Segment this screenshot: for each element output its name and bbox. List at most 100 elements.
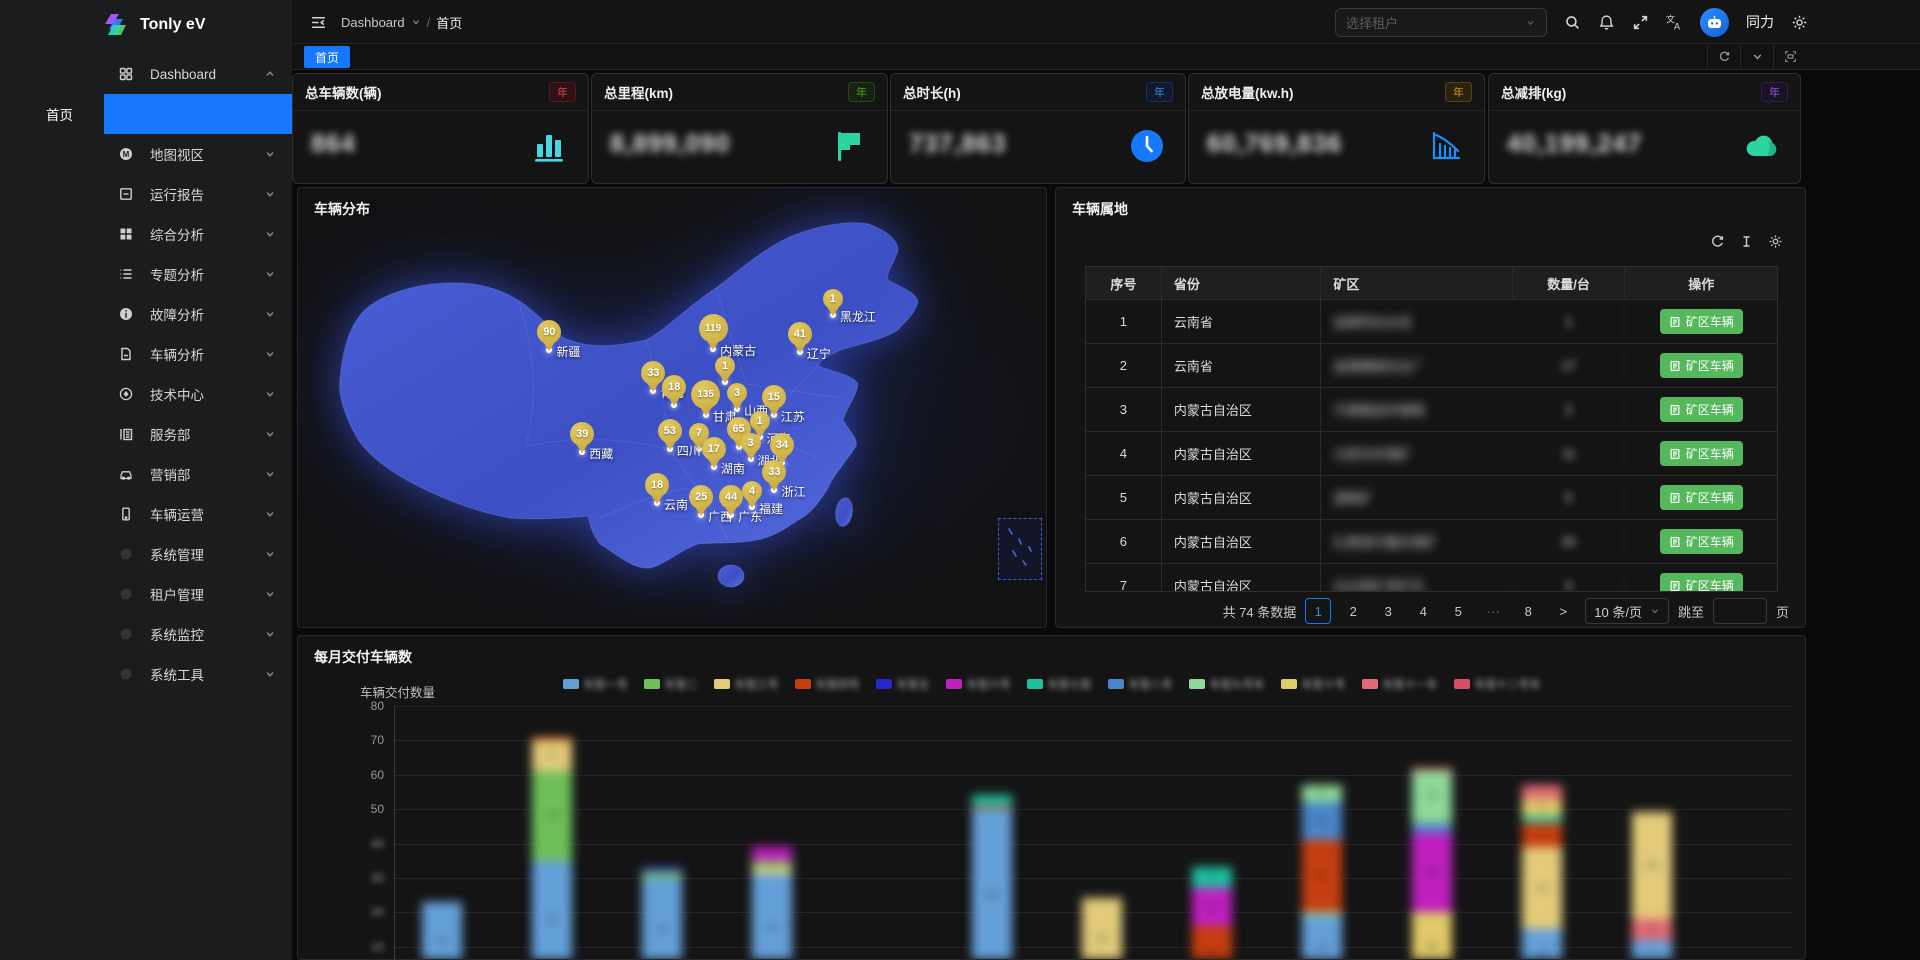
- legend-item[interactable]: 车型十一车: [1361, 676, 1438, 692]
- sidebar-item-车辆运营[interactable]: 车辆运营: [0, 494, 292, 534]
- legend-item[interactable]: 车型三号: [713, 676, 779, 692]
- legend-item[interactable]: 车型十号: [1280, 676, 1346, 692]
- kpi-title: 总车辆数(辆): [305, 86, 382, 101]
- sidebar-item-label: 系统管理: [150, 548, 204, 563]
- mine-vehicles-button[interactable]: 矿区车辆: [1659, 441, 1743, 466]
- legend-item[interactable]: 车型四号: [794, 676, 860, 692]
- legend-item[interactable]: 车型六号: [945, 676, 1011, 692]
- column-header: 序号: [1086, 267, 1162, 299]
- jump-page-input[interactable]: [1712, 598, 1767, 624]
- tenant-select[interactable]: 选择租户: [1335, 7, 1547, 37]
- sidebar-item-地图视区[interactable]: M 地图视区: [0, 134, 292, 174]
- sidebar-item-系统工具[interactable]: 系统工具: [0, 654, 292, 694]
- sidebar-item-综合分析[interactable]: 综合分析: [0, 214, 292, 254]
- legend-swatch: [1361, 679, 1378, 689]
- notification-bell-icon[interactable]: [1598, 14, 1615, 31]
- sidebar-item-首页[interactable]: 首页: [0, 94, 292, 134]
- pin-tail: [746, 498, 759, 508]
- gridline: [394, 740, 1791, 742]
- pin-tail: [768, 481, 781, 491]
- fullscreen-icon[interactable]: [1632, 14, 1649, 31]
- legend-item[interactable]: 车型八号: [1107, 676, 1173, 692]
- bar-segment: [642, 870, 682, 878]
- bar-segment: [1302, 912, 1342, 916]
- sidebar-item-技术中心[interactable]: 技术中心: [0, 374, 292, 414]
- column-height-icon[interactable]: [1739, 234, 1754, 249]
- sidebar-item-营销部[interactable]: 营销部: [0, 454, 292, 494]
- search-icon[interactable]: [1564, 14, 1581, 31]
- pin-tail: [576, 443, 589, 453]
- bar-segment: [532, 736, 572, 741]
- page-button-5[interactable]: 5: [1454, 603, 1462, 619]
- tab-refresh-icon[interactable]: [1707, 44, 1740, 69]
- gridline: [394, 878, 1791, 879]
- sidebar-item-故障分析[interactable]: 故障分析: [0, 294, 292, 334]
- cell-quantity-blurred: 2: [1513, 388, 1626, 431]
- bar-segment: 7: [1522, 822, 1562, 847]
- pin-province-label: 黑龙江: [839, 310, 876, 325]
- legend-item[interactable]: 车型七型: [1026, 676, 1092, 692]
- dim-icon: [118, 586, 134, 602]
- tab-options-chevron-icon[interactable]: [1740, 44, 1773, 69]
- sidebar-item-租户管理[interactable]: 租户管理: [0, 574, 292, 614]
- mine-vehicles-button[interactable]: 矿区车辆: [1659, 573, 1743, 591]
- tab-fullscreen-icon[interactable]: [1773, 44, 1806, 69]
- bar-segment: 11: [1192, 888, 1232, 926]
- tab-home[interactable]: 首页: [304, 46, 351, 68]
- legend-label-blurred: 车型五: [896, 679, 930, 691]
- page-button-4[interactable]: 4: [1419, 603, 1427, 619]
- kpi-title: 总减排(kg): [1501, 86, 1567, 101]
- sidebar-item-label: 首页: [46, 108, 73, 123]
- legend-item[interactable]: 车型二: [643, 676, 698, 692]
- sidebar-item-车辆分析[interactable]: 车辆分析: [0, 334, 292, 374]
- sidebar-item-label: 车辆运营: [150, 508, 204, 523]
- bar-segment: [1522, 815, 1562, 823]
- sidebar-item-Dashboard[interactable]: Dashboard: [0, 54, 292, 94]
- chevron-down-icon: [264, 468, 276, 480]
- sidebar-item-运行报告[interactable]: 运行报告: [0, 174, 292, 214]
- legend-label-blurred: 车型十号: [1301, 679, 1346, 691]
- logo: Tonly eV: [0, 0, 292, 48]
- user-avatar[interactable]: [1700, 7, 1729, 37]
- page-size-select[interactable]: 10 条/页: [1585, 598, 1669, 624]
- breadcrumb-root[interactable]: Dashboard: [341, 14, 405, 30]
- page-button-3[interactable]: 3: [1384, 603, 1392, 619]
- username-label[interactable]: 同力: [1746, 14, 1774, 30]
- legend-item[interactable]: 车型十二号车: [1453, 676, 1541, 692]
- sidebar-item-专题分析[interactable]: 专题分析: [0, 254, 292, 294]
- legend-item[interactable]: 车型九号车: [1188, 676, 1265, 692]
- bar-segment: 50: [972, 809, 1012, 959]
- legend-item[interactable]: 车型一号: [562, 676, 628, 692]
- chevron-down-icon: [264, 668, 276, 680]
- mine-vehicles-button[interactable]: 矿区车辆: [1659, 485, 1743, 510]
- mine-vehicles-button[interactable]: 矿区车辆: [1659, 397, 1743, 422]
- menu-fold-icon[interactable]: [310, 14, 327, 31]
- pin-province-label: 江苏: [780, 409, 805, 424]
- sidebar-item-系统监控[interactable]: 系统监控: [0, 614, 292, 654]
- legend-swatch: [794, 679, 811, 689]
- pin-province-label: 西藏: [589, 446, 614, 461]
- translate-icon[interactable]: 文A: [1666, 14, 1683, 31]
- legend-item[interactable]: 车型五: [875, 676, 930, 692]
- pin-tail: [753, 428, 766, 438]
- next-page-button[interactable]: >: [1559, 603, 1568, 619]
- sidebar-item-服务部[interactable]: 服务部: [0, 414, 292, 454]
- pin-count: 1: [822, 289, 843, 310]
- mine-vehicles-button[interactable]: 矿区车辆: [1659, 309, 1743, 334]
- bar-segment: [752, 846, 792, 861]
- jump-to-label: 跳至: [1677, 604, 1704, 620]
- settings-gear-icon[interactable]: [1791, 14, 1808, 31]
- page-button-1[interactable]: 1: [1305, 598, 1332, 624]
- page-size-value: 10 条/页: [1594, 604, 1642, 620]
- sidebar-item-系统管理[interactable]: 系统管理: [0, 534, 292, 574]
- page-button-8[interactable]: 8: [1524, 603, 1532, 619]
- pin-tail: [732, 439, 745, 448]
- y-axis-tick: 60: [370, 767, 384, 782]
- cell-province: 云南省: [1162, 344, 1322, 387]
- page-button-2[interactable]: 2: [1349, 603, 1357, 619]
- mine-vehicles-button[interactable]: 矿区车辆: [1659, 529, 1743, 554]
- pin-tail: [731, 400, 744, 410]
- mine-vehicles-button[interactable]: 矿区车辆: [1659, 353, 1743, 378]
- table-settings-gear-icon[interactable]: [1768, 234, 1783, 249]
- table-refresh-icon[interactable]: [1710, 234, 1725, 249]
